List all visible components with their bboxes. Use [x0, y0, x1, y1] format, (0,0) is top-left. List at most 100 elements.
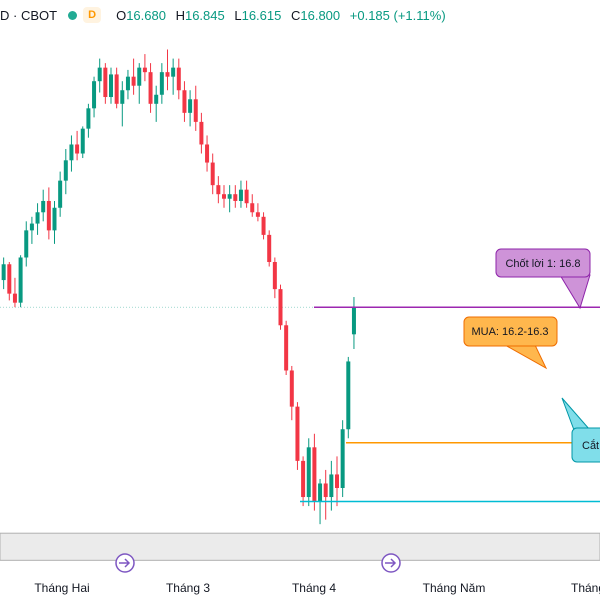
candle-body: [301, 460, 306, 498]
candle: [289, 365, 294, 421]
x-tick-label: Tháng Năm: [422, 581, 486, 595]
candle: [24, 221, 29, 267]
candle: [35, 203, 40, 235]
arrow-right-icon: [119, 558, 131, 568]
candle: [210, 153, 215, 195]
candle-body: [80, 128, 85, 154]
candle-body: [58, 180, 63, 208]
candle: [261, 212, 266, 240]
candle: [306, 438, 311, 507]
x-tick-label: Tháng 4: [291, 581, 337, 595]
low-value: 16.615: [241, 7, 282, 23]
callout-buy[interactable]: MUA: 16.2-16.3: [463, 316, 558, 370]
candle: [171, 58, 176, 95]
candles: [1, 49, 356, 525]
support-zone: [0, 532, 600, 561]
market-status-icon: [68, 10, 78, 20]
buy-box: [463, 316, 558, 347]
candle-body: [193, 99, 198, 122]
candle: [120, 81, 125, 127]
candle: [159, 63, 164, 104]
candle: [193, 85, 198, 131]
candle: [233, 185, 238, 208]
candle: [131, 58, 136, 95]
candle-body: [244, 189, 249, 204]
candle: [7, 262, 12, 301]
candle-body: [52, 207, 57, 231]
candle: [92, 76, 97, 118]
candle-body: [154, 94, 159, 104]
buy-pointer: [503, 344, 548, 370]
candle-body: [210, 162, 215, 186]
candle-body: [335, 474, 339, 488]
candle: [58, 171, 63, 217]
candle-body: [171, 67, 176, 77]
candle: [323, 469, 328, 520]
candle: [12, 277, 17, 308]
candle-body: [340, 429, 345, 488]
candle: [188, 90, 193, 127]
candle-body: [97, 67, 102, 82]
candle: [340, 420, 345, 498]
change-value: +0.185 (+1.11%): [349, 7, 446, 23]
callout-stop[interactable]: Cắt: [561, 397, 600, 463]
candle-body: [261, 216, 266, 235]
candle-body: [103, 67, 108, 98]
candle: [227, 185, 232, 213]
chart-header: D · CBOT D O16.680 H16.845 L16.615 C16.8…: [0, 5, 446, 25]
candle-body: [18, 257, 23, 303]
candle-body: [289, 370, 294, 407]
candle: [284, 320, 289, 375]
candle-body: [69, 144, 74, 161]
event-marker-1[interactable]: [115, 553, 135, 573]
candle: [86, 103, 91, 138]
candle: [69, 135, 74, 172]
candle-body: [295, 406, 300, 461]
candle-body: [35, 212, 40, 224]
candle-body: [176, 67, 181, 91]
candle-body: [125, 76, 130, 91]
candle: [346, 356, 351, 439]
candle-body: [137, 67, 142, 86]
candle-body: [233, 194, 238, 201]
candle: [75, 130, 80, 161]
candle: [244, 180, 249, 208]
support-zone-band: [0, 532, 600, 561]
take-profit-label: Chốt lời 1: 16.8: [505, 258, 580, 270]
symbol-label[interactable]: D · CBOT: [0, 7, 58, 23]
stop-label: Cắt: [582, 439, 599, 452]
candle-body: [24, 230, 29, 258]
candle: [222, 185, 226, 208]
candle: [29, 216, 34, 244]
delayed-badge[interactable]: D: [83, 7, 102, 23]
event-marker-2[interactable]: [381, 553, 401, 573]
candle-body: [182, 90, 187, 113]
candle: [148, 63, 153, 113]
candle-body: [109, 74, 113, 98]
candle-body: [216, 185, 221, 195]
candle-body: [165, 72, 170, 77]
candle-body: [159, 72, 164, 95]
candle-body: [188, 99, 193, 113]
candle-body: [272, 262, 277, 290]
callout-take-profit[interactable]: Chốt lời 1: 16.8: [495, 248, 591, 310]
candle: [216, 176, 221, 204]
x-tick-label: Tháng: [570, 581, 600, 595]
candle-body: [148, 72, 153, 104]
candle: [267, 230, 272, 267]
candle-body: [222, 194, 226, 199]
candle-body: [114, 74, 119, 104]
candle-body: [205, 144, 210, 163]
candle: [335, 456, 339, 507]
candle-body: [41, 200, 46, 213]
x-tick-label: Tháng Hai: [34, 581, 90, 595]
candle: [97, 58, 102, 93]
candle: [301, 456, 306, 507]
take-profit-box: [495, 248, 591, 278]
candle: [295, 402, 300, 470]
candle-body: [329, 474, 334, 498]
candle-body: [86, 108, 91, 129]
candle-body: [1, 264, 6, 281]
candle: [63, 149, 68, 195]
